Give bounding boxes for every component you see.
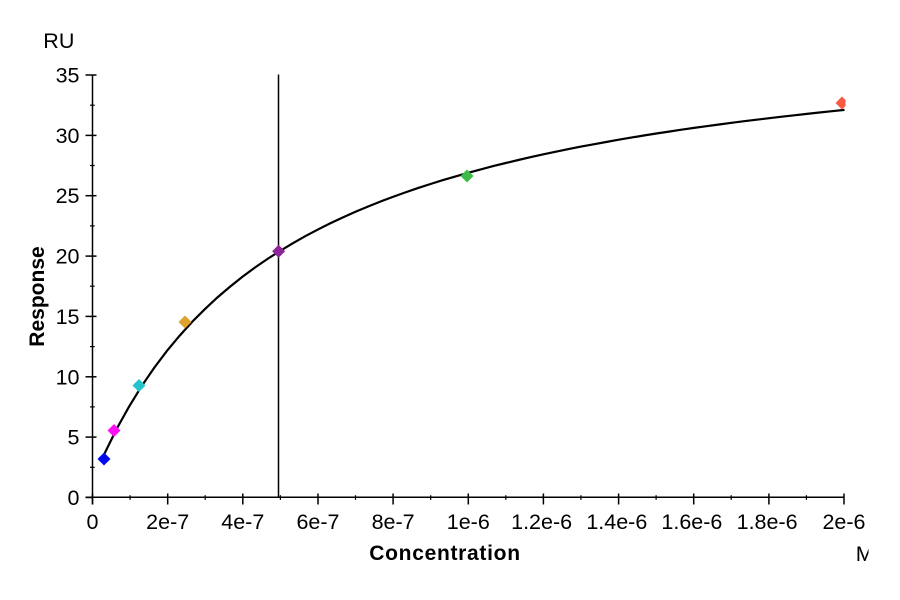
svg-text:0: 0	[87, 510, 99, 534]
svg-text:25: 25	[56, 184, 80, 208]
svg-text:15: 15	[56, 305, 80, 329]
svg-text:RU: RU	[43, 29, 74, 53]
svg-text:Concentration: Concentration	[369, 542, 520, 565]
svg-text:5: 5	[68, 426, 80, 450]
svg-text:1.4e-6: 1.4e-6	[586, 510, 647, 534]
svg-text:10: 10	[56, 365, 80, 389]
svg-text:6e-7: 6e-7	[296, 510, 339, 534]
svg-text:20: 20	[56, 245, 80, 269]
svg-text:8e-7: 8e-7	[372, 510, 415, 534]
svg-text:30: 30	[56, 124, 80, 148]
svg-text:4e-7: 4e-7	[221, 510, 264, 534]
svg-text:2e-6: 2e-6	[822, 510, 865, 534]
svg-text:2e-7: 2e-7	[146, 510, 189, 534]
svg-text:Response: Response	[26, 246, 49, 346]
svg-text:M: M	[856, 542, 874, 566]
svg-text:0: 0	[68, 486, 80, 510]
svg-text:1.2e-6: 1.2e-6	[511, 510, 572, 534]
svg-text:1e-6: 1e-6	[447, 510, 490, 534]
svg-text:1.8e-6: 1.8e-6	[737, 510, 798, 534]
svg-text:35: 35	[56, 64, 80, 88]
svg-text:1.6e-6: 1.6e-6	[661, 510, 722, 534]
